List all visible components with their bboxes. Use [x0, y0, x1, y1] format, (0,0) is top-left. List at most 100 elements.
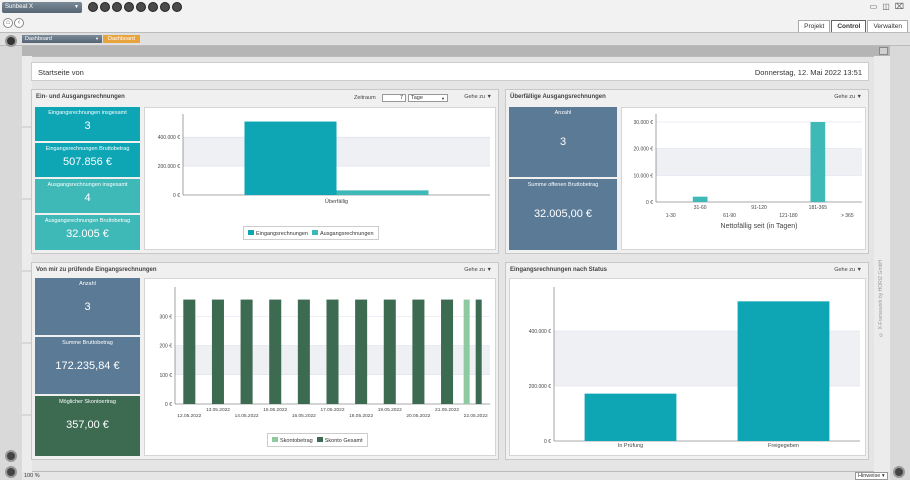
kpi-tile: Möglicher Skontoertrag 357,00 € [35, 396, 140, 456]
home-button[interactable] [5, 35, 17, 47]
tab-control[interactable]: Control [831, 20, 867, 32]
y-tick-label: 400.000 € [529, 329, 551, 335]
toolbar-button[interactable] [160, 2, 170, 12]
date-label: Donnerstag, 12. Mai 2022 13:51 [754, 68, 862, 77]
legend-swatch [316, 436, 323, 442]
window-controls: ▭ ◫ ⌧ [870, 2, 904, 11]
legend-label: Eingangsrechnungen [256, 230, 308, 237]
page-header: Startseite von Donnerstag, 12. Mai 2022 … [31, 62, 869, 81]
kpi-tile: Eingangsrechnungen Bruttobetrag 507.856 € [35, 143, 140, 177]
toolbar-button[interactable] [124, 2, 134, 12]
panel-header [22, 46, 890, 56]
chart-in-out: 0 € 200.000 € 400.000 € Überfällig Eingangs… [144, 107, 496, 250]
back-icon[interactable]: ‹ [14, 18, 24, 28]
nav-row [0, 32, 910, 46]
bar [240, 299, 253, 404]
legend-item[interactable]: Skontobetrag [272, 436, 313, 444]
x-tick-label: Freigegeben [768, 443, 799, 449]
y-tick-label: 0 € [173, 193, 180, 199]
toolbar-button[interactable] [100, 2, 110, 12]
home-nav-icon[interactable]: ⌂ [3, 18, 13, 28]
legend-item[interactable]: Skonto Gesamt [316, 436, 363, 444]
kpi-label: Anzahl [554, 110, 572, 116]
module-bar [0, 16, 910, 32]
y-tick-label: 20.000 € [634, 147, 654, 153]
kpi-value: 32.005,00 € [533, 208, 593, 220]
x-tick-label: 181-365 [809, 205, 828, 211]
breadcrumb[interactable]: Dashboard [103, 35, 140, 43]
bar [692, 196, 708, 202]
zoom-level[interactable]: 100 % [24, 473, 40, 479]
x-tick-label: Überfällig [325, 198, 348, 205]
restore-icon[interactable]: ◫ [882, 2, 890, 11]
chevron-down-icon: ▼ [441, 96, 445, 101]
exit-button[interactable] [5, 466, 17, 478]
tab-projekt[interactable]: Projekt [798, 20, 831, 32]
goto-label: Gehe zu [834, 267, 856, 273]
chart-legend: Eingangsrechnungen Ausgangsrechnungen [243, 226, 379, 240]
bar [383, 299, 396, 404]
minimize-icon[interactable]: ▭ [869, 2, 878, 11]
toolbar-button[interactable] [172, 2, 182, 12]
toolbar-button[interactable] [112, 2, 122, 12]
chevron-down-icon: ▼ [95, 36, 99, 41]
app-selector-label: Sunbeat X [5, 4, 34, 10]
chevron-down-icon: ▼ [74, 4, 79, 10]
panel-menu-button[interactable] [879, 47, 888, 55]
card-to-review: Von mir zu prüfende Eingangsrechnungen G… [31, 262, 499, 460]
legend-item[interactable]: Eingangsrechnungen [248, 229, 308, 237]
y-tick-label: 200.000 € [529, 384, 551, 390]
hinweise-button[interactable]: Hinweise ▾ [855, 472, 888, 480]
y-tick-label: 10.000 € [634, 173, 654, 179]
zeitraum-unit-label: Tage [411, 95, 423, 101]
x-tick-label: 13.05.2022 [206, 407, 230, 413]
close-icon[interactable]: ⌧ [894, 2, 904, 11]
bar [211, 299, 224, 404]
goto-menu[interactable]: Gehe zu ▼ [464, 94, 492, 100]
x-tick-label: 18.05.2022 [349, 413, 373, 419]
dashboard-select[interactable]: Dashboard ▼ [22, 35, 102, 43]
kpi-value: 3 [84, 301, 91, 313]
x-tick-label: 16.05.2022 [292, 413, 316, 419]
goto-menu[interactable]: Gehe zu ▼ [834, 94, 862, 100]
kpi-label: Anzahl [79, 281, 96, 287]
dashboard-select-label: Dashboard [25, 36, 52, 42]
legend-item[interactable]: Ausgangsrechnungen [312, 229, 374, 237]
app-selector[interactable]: Sunbeat X ▼ [2, 2, 82, 13]
y-tick-label: 0 € [544, 439, 551, 445]
zeitraum-unit-select[interactable]: Tage ▼ [408, 94, 448, 102]
bar [326, 299, 339, 404]
x-tick-label: 31-60 [694, 205, 707, 211]
card-status: Eingangsrechnungen nach Status Gehe zu ▼… [505, 262, 869, 460]
grid-band [656, 148, 862, 176]
x-tick-label: 61-90 [723, 213, 736, 219]
x-tick-label: In Prüfung [618, 443, 643, 449]
chart-svg: 0 € 200.000 € 400.000 € In Prüfung Freigegeb… [529, 287, 860, 449]
legend-label: Skonto Gesamt [324, 437, 363, 444]
kpi-tile: Summe Bruttobetrag 172.235,84 € [35, 337, 140, 394]
card-title: Eingangsrechnungen nach Status [510, 267, 608, 273]
goto-menu[interactable]: Gehe zu ▼ [464, 267, 492, 273]
kpi-label: Ausgangsrechnungen Bruttobetrag [44, 218, 131, 224]
x-tick-label: 1-30 [666, 213, 676, 219]
settings-button[interactable] [5, 450, 17, 462]
toolbar-button[interactable] [148, 2, 158, 12]
card-title: Von mir zu prüfende Eingangsrechnungen [36, 267, 157, 273]
bar [475, 299, 482, 404]
kpi-label: Summe offenen Bruttobetrag [527, 182, 599, 188]
toolbar-button[interactable] [136, 2, 146, 12]
goto-label: Gehe zu [464, 267, 486, 273]
kpi-label: Ausgangsrechnungen insgesamt [47, 182, 128, 188]
tab-verwalten[interactable]: Verwalten [867, 20, 908, 32]
kpi-value: 3 [84, 120, 91, 132]
kpi-tile: Anzahl 3 [35, 278, 140, 335]
card-title: Ein- und Ausgangsrechnungen [36, 94, 125, 100]
goto-menu[interactable]: Gehe zu ▼ [834, 267, 862, 273]
zeitraum-input[interactable]: 7 [382, 94, 406, 102]
kpi-label: Eingangsrechnungen insgesamt [48, 110, 127, 116]
goto-label: Gehe zu [464, 94, 486, 100]
toolbar-button[interactable] [88, 2, 98, 12]
bar [584, 393, 677, 441]
bar [463, 299, 470, 404]
help-button[interactable] [893, 466, 905, 478]
